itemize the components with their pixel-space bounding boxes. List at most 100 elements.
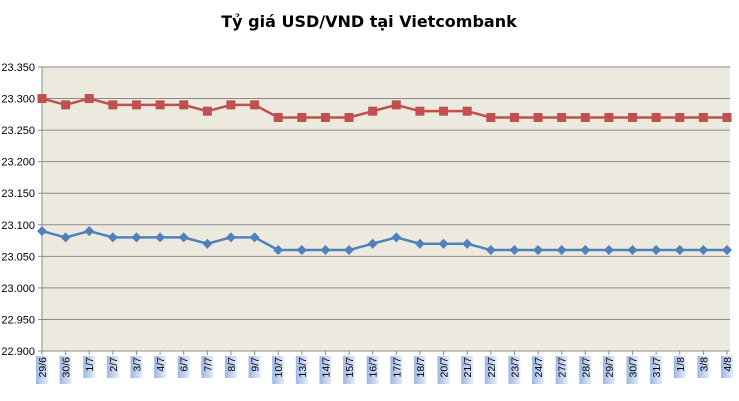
series-1-point bbox=[698, 112, 708, 122]
series-1-point bbox=[628, 112, 638, 122]
x-tick-label: 24/7 bbox=[533, 357, 545, 378]
x-tick-label-bg bbox=[579, 356, 592, 384]
series-2-point bbox=[509, 245, 520, 256]
series-2-point bbox=[533, 245, 544, 256]
series-1-point bbox=[439, 106, 449, 116]
x-tick-label-bg bbox=[532, 356, 545, 384]
series-2-point bbox=[344, 245, 355, 256]
series-2-point bbox=[249, 232, 260, 243]
series-2-point bbox=[391, 232, 402, 243]
series-2-point bbox=[296, 245, 307, 256]
x-tick-label-bg bbox=[201, 356, 214, 378]
series-1-point bbox=[344, 112, 354, 122]
series-1-point bbox=[604, 112, 614, 122]
series-1-point bbox=[37, 94, 47, 104]
x-tick-label-bg bbox=[697, 356, 710, 378]
x-tick-label: 13/7 bbox=[297, 357, 309, 378]
x-tick-label-bg bbox=[343, 356, 356, 384]
x-tick-label: 2/7 bbox=[108, 357, 120, 372]
x-tick-label: 30/6 bbox=[61, 357, 73, 378]
series-1-point bbox=[580, 112, 590, 122]
series-1-point bbox=[557, 112, 567, 122]
series-2-point bbox=[320, 245, 331, 256]
x-tick-label-bg bbox=[319, 356, 332, 384]
series-2-point bbox=[37, 226, 47, 237]
series-2-point bbox=[674, 245, 685, 256]
series-2-point bbox=[651, 245, 662, 256]
x-tick-label: 23/7 bbox=[509, 357, 521, 378]
x-tick-label-bg bbox=[461, 356, 474, 384]
series-1-point bbox=[226, 100, 236, 110]
x-tick-label: 18/7 bbox=[415, 357, 427, 378]
series-2-point bbox=[627, 245, 638, 256]
x-tick-label-bg bbox=[484, 356, 497, 384]
x-tick-label-bg bbox=[177, 356, 190, 378]
chart-title: Tỷ giá USD/VND tại Vietcombank bbox=[221, 12, 517, 31]
series-2-point bbox=[603, 245, 614, 256]
x-tick-label: 14/7 bbox=[320, 357, 332, 378]
x-tick-label: 1/7 bbox=[84, 357, 96, 372]
series-1-point bbox=[320, 112, 330, 122]
x-tick-label: 27/7 bbox=[557, 357, 569, 378]
series-1-point bbox=[462, 106, 472, 116]
series-group bbox=[37, 94, 732, 256]
plot-area bbox=[42, 67, 730, 351]
gridlines bbox=[42, 66, 730, 352]
x-tick-label-bg bbox=[130, 356, 143, 378]
x-tick-label: 8/7 bbox=[226, 357, 238, 372]
x-tick-label: 15/7 bbox=[344, 357, 356, 378]
y-tick-label: 23.300 bbox=[1, 94, 35, 106]
x-tick-label: 29/7 bbox=[604, 357, 616, 378]
x-tick-label-bg bbox=[106, 356, 119, 378]
x-tick-label: 7/7 bbox=[202, 357, 214, 372]
series-1-point bbox=[722, 112, 732, 122]
series-2-point bbox=[178, 232, 189, 243]
series-2-point bbox=[225, 232, 236, 243]
x-tick-label: 30/7 bbox=[628, 357, 640, 378]
x-tick-label-bg bbox=[83, 356, 96, 378]
x-tick-label-bg bbox=[673, 356, 686, 378]
series-1-point bbox=[509, 112, 519, 122]
x-tick-label: 1/8 bbox=[675, 357, 687, 372]
x-tick-label-bg bbox=[721, 356, 733, 378]
x-tick-label: 10/7 bbox=[273, 357, 285, 378]
x-tick-label-bg bbox=[602, 356, 615, 384]
x-tick-label-bg bbox=[626, 356, 639, 384]
series-1-point bbox=[391, 100, 401, 110]
series-1-point bbox=[179, 100, 189, 110]
x-tick-label-bg bbox=[366, 356, 379, 384]
x-tick-label: 4/8 bbox=[722, 357, 734, 372]
series-2-point bbox=[556, 245, 567, 256]
x-tick-label-bg bbox=[154, 356, 167, 378]
y-tick-label: 23.050 bbox=[1, 251, 35, 263]
y-tick-label: 23.200 bbox=[1, 157, 35, 169]
y-tick-label: 23.350 bbox=[1, 62, 35, 74]
x-tick-label-bg bbox=[508, 356, 521, 384]
series-2-point bbox=[155, 232, 166, 243]
series-1-point bbox=[368, 106, 378, 116]
series-2-point bbox=[202, 238, 213, 249]
x-tick-label: 3/7 bbox=[131, 357, 143, 372]
x-tick-label-bg bbox=[555, 356, 568, 384]
x-tick-label-bg bbox=[36, 356, 48, 384]
series-1-point bbox=[651, 112, 661, 122]
series-2-point bbox=[698, 245, 709, 256]
series-1-point bbox=[202, 106, 212, 116]
y-tick-label: 23.250 bbox=[1, 125, 35, 137]
series-2-point bbox=[438, 238, 449, 249]
x-tick-label: 16/7 bbox=[368, 357, 380, 378]
x-tick-label-bg bbox=[272, 356, 285, 384]
x-tick-label-bg bbox=[224, 356, 237, 378]
series-2-point bbox=[107, 232, 118, 243]
y-tick-label: 23.150 bbox=[1, 188, 35, 200]
series-2-point bbox=[722, 245, 732, 256]
x-tick-label: 21/7 bbox=[462, 357, 474, 378]
y-tick-label: 22.900 bbox=[1, 346, 35, 358]
x-tick-label: 6/7 bbox=[179, 357, 191, 372]
series-1-point bbox=[533, 112, 543, 122]
y-axis: 22.900 22.950 23.000 23.050 23.100 23.150 23.2… bbox=[1, 62, 43, 358]
series-1-point bbox=[108, 100, 118, 110]
series-2-point bbox=[273, 245, 284, 256]
x-tick-label: 28/7 bbox=[580, 357, 592, 378]
